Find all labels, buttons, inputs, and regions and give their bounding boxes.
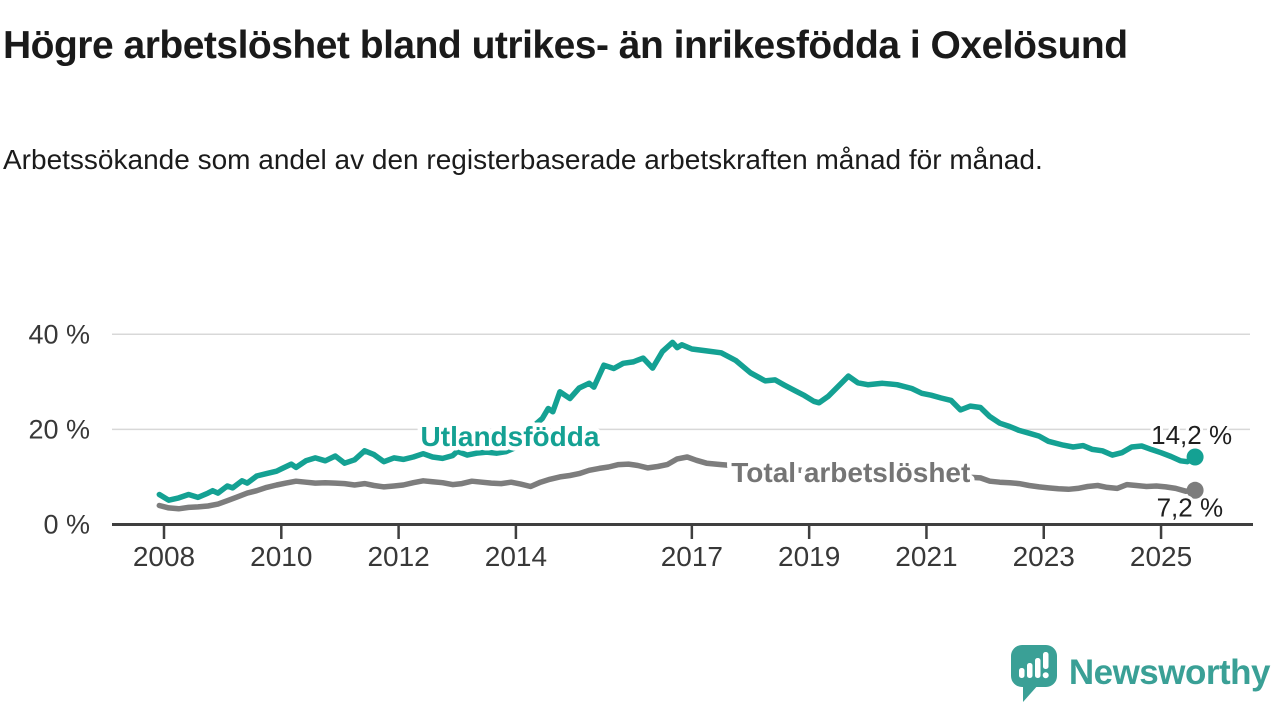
logo-bar-chart-icon — [1018, 652, 1049, 679]
x-tick-label: 2012 — [367, 541, 429, 572]
page-title: Högre arbetslöshet bland utrikes- än inr… — [3, 24, 1128, 67]
series-end-value-label-0: 14,2 % — [1151, 420, 1232, 450]
series-end-value-label-1: 7,2 % — [1157, 492, 1224, 522]
series-label-1: Total arbetslöshet — [731, 457, 970, 488]
x-tick-label: 2021 — [895, 541, 957, 572]
y-tick-label: 20 % — [28, 414, 90, 444]
logo-bubble-tail — [1022, 684, 1039, 702]
x-tick-label: 2019 — [778, 541, 840, 572]
chart-header: Högre arbetslöshet bland utrikes- än inr… — [3, 22, 1203, 178]
x-tick-label: 2010 — [250, 541, 312, 572]
x-tick-label: 2025 — [1130, 541, 1192, 572]
x-tick-label: 2023 — [1013, 541, 1075, 572]
chart-subtitle: Arbetssökande som andel av den registerb… — [3, 143, 1043, 175]
series-label-0: Utlandsfödda — [421, 421, 600, 452]
series-line-1 — [156, 454, 1198, 512]
y-tick-label: 0 % — [43, 510, 90, 540]
series-end-dot-1 — [1186, 481, 1204, 499]
newsworthy-logo: Newsworthy — [1008, 642, 1271, 704]
brand-name: Newsworthy — [1068, 653, 1271, 692]
y-tick-label: 40 % — [28, 319, 90, 349]
series-line-0 — [156, 339, 1198, 503]
x-tick-label: 2017 — [661, 541, 723, 572]
logo-bubble — [1010, 645, 1057, 687]
x-tick-label: 2008 — [133, 541, 195, 572]
x-tick-label: 2014 — [485, 541, 547, 572]
series-end-dot-0 — [1186, 448, 1204, 466]
newsworthy-logo-icon — [1010, 645, 1057, 702]
